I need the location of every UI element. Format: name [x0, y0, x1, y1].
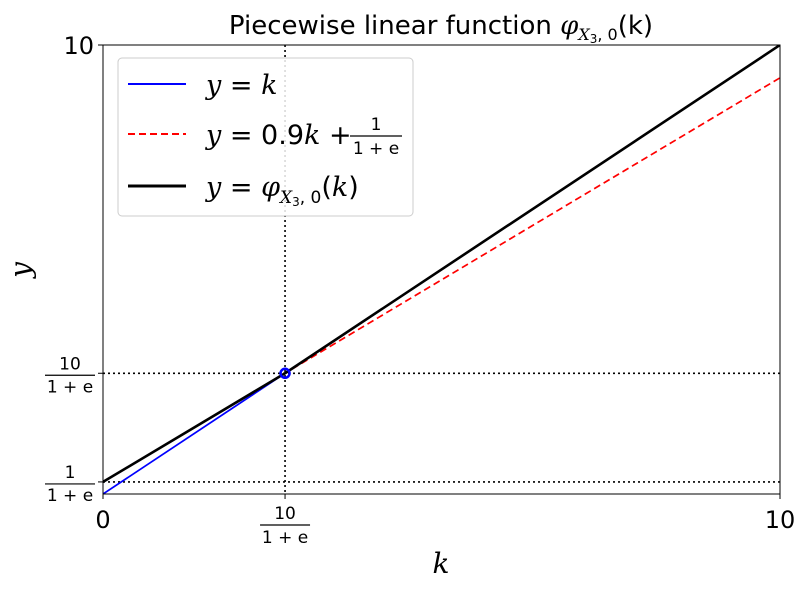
legend-box [117, 57, 414, 217]
title-prefix: Piecewise linear function [229, 11, 560, 41]
x-tick-denominator-1: 1 + e [262, 528, 308, 548]
title-subsub: 3 [590, 32, 598, 46]
legend-fraction-denominator: 1 + e [353, 139, 399, 159]
title-subrest: , 0 [597, 25, 617, 44]
title-subscript: X [576, 25, 590, 44]
plot-content [103, 45, 780, 494]
series-y-equals-k [103, 372, 286, 494]
x-tick-label-0: 0 [95, 506, 110, 534]
legend-entry-y-equals-k: y = k [205, 70, 277, 101]
legend-fraction-numerator: 1 [371, 115, 382, 135]
x-tick-label-2: 10 [765, 506, 796, 534]
plot-frame [102, 44, 781, 495]
legend-entry-affine: y = 0.9k + [205, 120, 360, 151]
y-tick-denominator-1: 1 + e [47, 377, 93, 397]
y-tick-label-2: 10 [63, 32, 94, 60]
y-axis-label: y [4, 261, 37, 280]
y-tick-denominator-0: 1 + e [47, 486, 93, 506]
legend: y = k y = 0.9k + 1 1 + e y = φX3, 0(k) [117, 57, 414, 217]
chart-title: Piecewise linear function φX3, 0(k) [229, 11, 653, 46]
title-symbol: φ [560, 11, 579, 41]
series-phi-piecewise [103, 45, 780, 484]
x-axis-label: k [433, 547, 450, 580]
plot-area [102, 44, 781, 495]
y-tick-numerator-1: 10 [59, 354, 81, 374]
x-tick-numerator-1: 10 [274, 504, 296, 524]
legend-entry-phi: y = φX3, 0(k) [205, 172, 359, 209]
intersection-marker [279, 367, 291, 380]
tick-labels: 0 10 1 + e 10 1 1 + e 10 1 + e 10 [45, 32, 795, 548]
title-arg: (k) [618, 11, 653, 41]
y-tick-numerator-0: 1 [65, 463, 76, 483]
